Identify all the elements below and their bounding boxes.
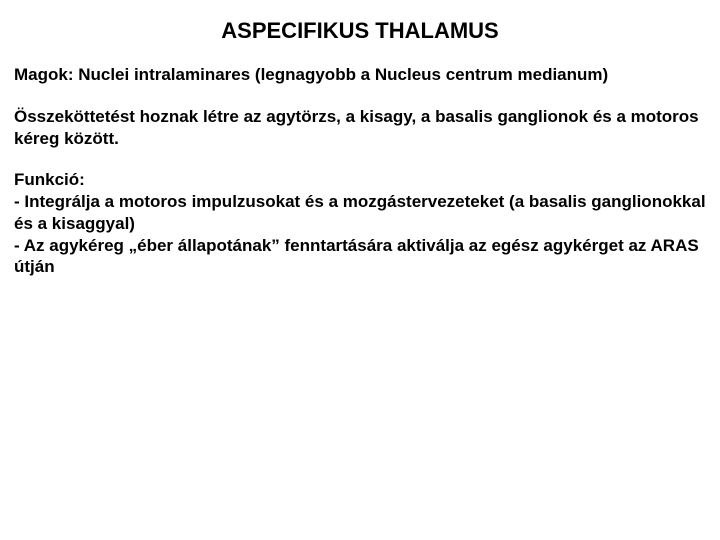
slide-title: ASPECIFIKUS THALAMUS (14, 18, 706, 44)
paragraph-magok: Magok: Nuclei intralaminares (legnagyobb… (14, 64, 706, 86)
slide: ASPECIFIKUS THALAMUS Magok: Nuclei intra… (0, 0, 720, 540)
funkcio-bullet-2: - Az agykéreg „éber állapotának” fenntar… (14, 235, 706, 279)
paragraph-osszekottetes: Összeköttetést hoznak létre az agytörzs,… (14, 106, 706, 150)
funkcio-bullet-1: - Integrálja a motoros impulzusokat és a… (14, 191, 706, 235)
funkcio-block: Funkció: - Integrálja a motoros impulzus… (14, 169, 706, 278)
funkcio-label: Funkció: (14, 169, 706, 191)
